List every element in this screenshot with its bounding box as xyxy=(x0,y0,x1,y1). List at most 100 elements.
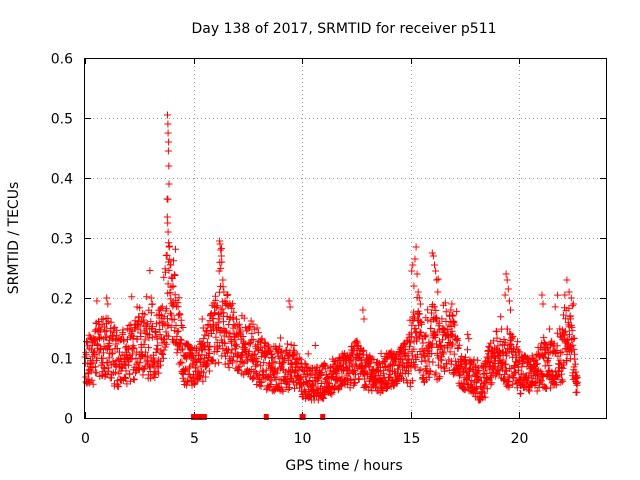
data-point xyxy=(365,363,373,371)
data-point xyxy=(349,350,357,358)
data-point xyxy=(421,332,429,340)
data-point xyxy=(285,297,293,305)
data-point xyxy=(207,311,214,319)
data-point xyxy=(303,371,311,378)
data-point xyxy=(169,282,177,290)
data-point xyxy=(454,334,461,342)
data-point xyxy=(501,338,509,346)
data-point xyxy=(177,346,185,354)
data-point xyxy=(352,371,359,379)
data-point xyxy=(261,353,269,361)
data-point xyxy=(436,373,444,381)
data-point xyxy=(249,374,257,382)
data-point xyxy=(447,306,455,314)
data-point xyxy=(107,318,115,326)
gap-markers xyxy=(191,414,326,420)
data-point xyxy=(273,349,281,357)
data-point xyxy=(206,342,214,350)
data-point xyxy=(162,268,169,276)
data-point xyxy=(87,367,95,375)
data-point xyxy=(144,352,152,360)
data-point xyxy=(229,300,237,308)
data-point xyxy=(165,242,173,250)
data-point xyxy=(411,255,419,263)
x-tick-label: 10 xyxy=(294,431,312,447)
data-point xyxy=(202,373,210,381)
data-point xyxy=(561,291,569,299)
data-point xyxy=(153,335,161,343)
data-point xyxy=(179,324,187,331)
data-point xyxy=(278,347,286,355)
data-point xyxy=(266,347,274,355)
data-point xyxy=(104,359,112,367)
data-point xyxy=(145,344,153,352)
data-point xyxy=(497,313,505,321)
data-point xyxy=(295,354,303,362)
data-point xyxy=(212,296,220,304)
data-point xyxy=(450,350,458,358)
data-point xyxy=(556,356,564,364)
data-point xyxy=(509,332,517,340)
x-tick-label: 0 xyxy=(81,431,90,447)
data-point xyxy=(351,367,359,374)
gap-marker xyxy=(201,414,207,420)
data-point xyxy=(219,283,227,291)
data-point xyxy=(506,329,514,337)
data-point xyxy=(93,297,101,305)
data-point xyxy=(571,360,579,368)
data-point xyxy=(223,292,231,299)
data-point xyxy=(175,311,183,319)
data-point xyxy=(136,322,144,330)
data-point xyxy=(448,300,456,308)
data-point xyxy=(162,305,170,313)
data-point xyxy=(165,162,173,170)
data-point xyxy=(558,376,566,384)
data-point xyxy=(567,315,575,323)
tick-labels: 0 0.1 0.2 0.3 0.4 0.5 0.6 0 5 10 15 20 xyxy=(51,52,529,448)
data-point xyxy=(141,311,149,319)
data-point xyxy=(318,369,326,377)
data-point xyxy=(409,377,417,385)
data-point xyxy=(214,302,222,310)
y-tick-label: 0 xyxy=(64,412,73,428)
data-point xyxy=(142,348,150,356)
data-point xyxy=(525,356,533,364)
data-point xyxy=(103,358,111,366)
data-point xyxy=(450,318,458,326)
data-point xyxy=(394,365,402,373)
data-point xyxy=(85,331,93,339)
data-point xyxy=(561,327,569,335)
data-point xyxy=(437,343,445,351)
data-point xyxy=(262,366,270,374)
data-point xyxy=(311,342,319,349)
data-point xyxy=(126,370,134,378)
data-point xyxy=(136,359,144,367)
data-point xyxy=(503,276,511,284)
data-point xyxy=(209,356,217,364)
data-point xyxy=(444,344,452,352)
data-point xyxy=(155,369,163,377)
data-point xyxy=(533,360,540,368)
plot-frame xyxy=(84,58,607,419)
y-tick-label: 0.1 xyxy=(51,352,73,368)
data-point xyxy=(546,325,554,333)
data-point xyxy=(254,329,262,337)
data-point xyxy=(97,326,105,334)
data-point xyxy=(220,318,227,326)
data-point xyxy=(159,354,167,362)
data-point xyxy=(448,311,456,319)
data-point xyxy=(128,327,136,335)
data-point xyxy=(124,346,132,354)
data-point xyxy=(290,342,298,349)
data-point xyxy=(187,344,195,351)
data-point xyxy=(269,353,277,361)
data-point xyxy=(362,382,370,390)
data-point xyxy=(479,370,487,378)
data-point xyxy=(322,362,329,370)
data-point xyxy=(566,348,574,356)
data-point xyxy=(160,273,168,281)
y-tick-label: 0.6 xyxy=(51,52,73,68)
data-point xyxy=(567,294,575,302)
x-axis-label: GPS time / hours xyxy=(285,458,402,474)
